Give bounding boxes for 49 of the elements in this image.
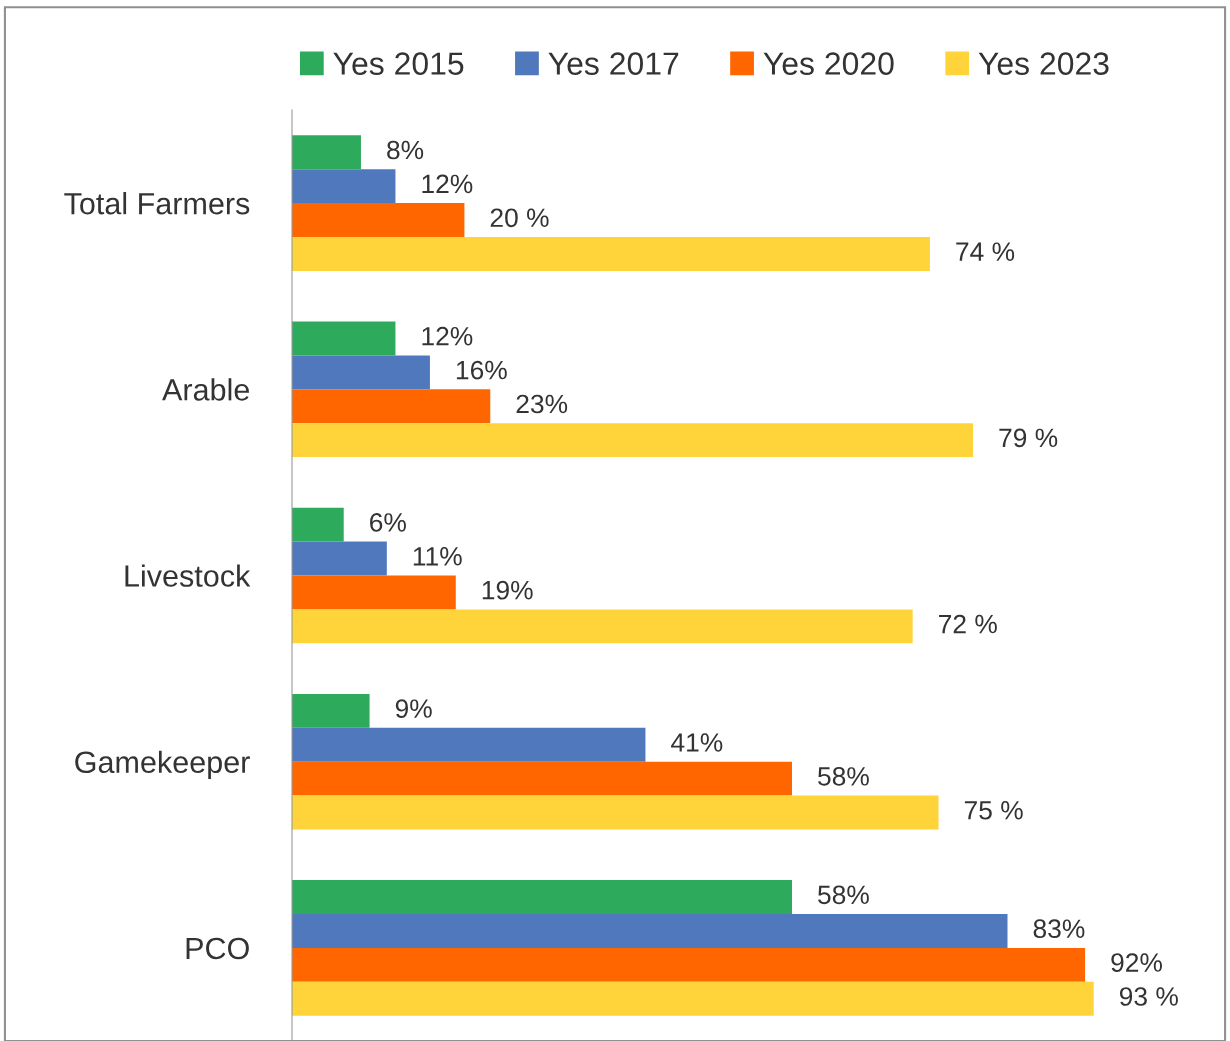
bar	[292, 693, 370, 728]
bar	[292, 203, 465, 237]
legend-label: Yes 2017	[548, 52, 679, 75]
bar	[292, 355, 430, 390]
y-tick-label: Arable	[162, 378, 249, 401]
bar	[292, 575, 456, 610]
bar	[292, 795, 939, 830]
bar	[292, 914, 1008, 948]
data-label: 41%	[671, 733, 723, 752]
data-label: 58%	[818, 767, 869, 786]
bar	[292, 389, 491, 424]
y-tick-label: Total Farmers	[64, 192, 250, 215]
data-label: 20 %	[490, 208, 549, 228]
bar	[292, 981, 1094, 1016]
bar	[292, 727, 646, 762]
y-tick-label: Livestock	[125, 564, 251, 587]
bar	[292, 135, 361, 170]
data-label: 12%	[422, 174, 473, 194]
bar	[292, 236, 930, 271]
bar	[292, 423, 974, 458]
data-label: 19%	[482, 580, 533, 600]
data-label: 79 %	[999, 428, 1058, 448]
data-label: 83%	[1033, 919, 1085, 939]
legend-label: Yes 2015	[333, 52, 464, 75]
data-label: 72 %	[939, 614, 997, 634]
bar	[292, 507, 344, 542]
y-tick-label: Gamekeeper	[75, 750, 250, 780]
bar	[292, 541, 387, 576]
data-label: 92%	[1111, 953, 1162, 972]
data-label: 75 %	[964, 801, 1023, 820]
legend-label: Yes 2023	[978, 52, 1109, 75]
data-label: 58%	[818, 885, 869, 905]
bar	[292, 761, 792, 796]
data-label: 23%	[516, 394, 568, 414]
bar	[292, 321, 396, 356]
data-label: 8%	[387, 140, 424, 160]
bar	[292, 880, 792, 915]
data-label: 11%	[413, 547, 462, 566]
bar	[292, 169, 396, 204]
legend-label: Yes 2020	[763, 52, 894, 75]
data-label: 9%	[395, 699, 432, 718]
data-label: 16%	[456, 360, 507, 380]
bar	[292, 609, 913, 644]
data-label: 93 %	[1119, 987, 1178, 1006]
data-label: 74 %	[956, 242, 1015, 261]
data-label: 12%	[422, 326, 473, 346]
data-label: 6%	[370, 513, 406, 532]
bar	[292, 947, 1086, 982]
y-tick-label: PCO	[186, 937, 249, 960]
